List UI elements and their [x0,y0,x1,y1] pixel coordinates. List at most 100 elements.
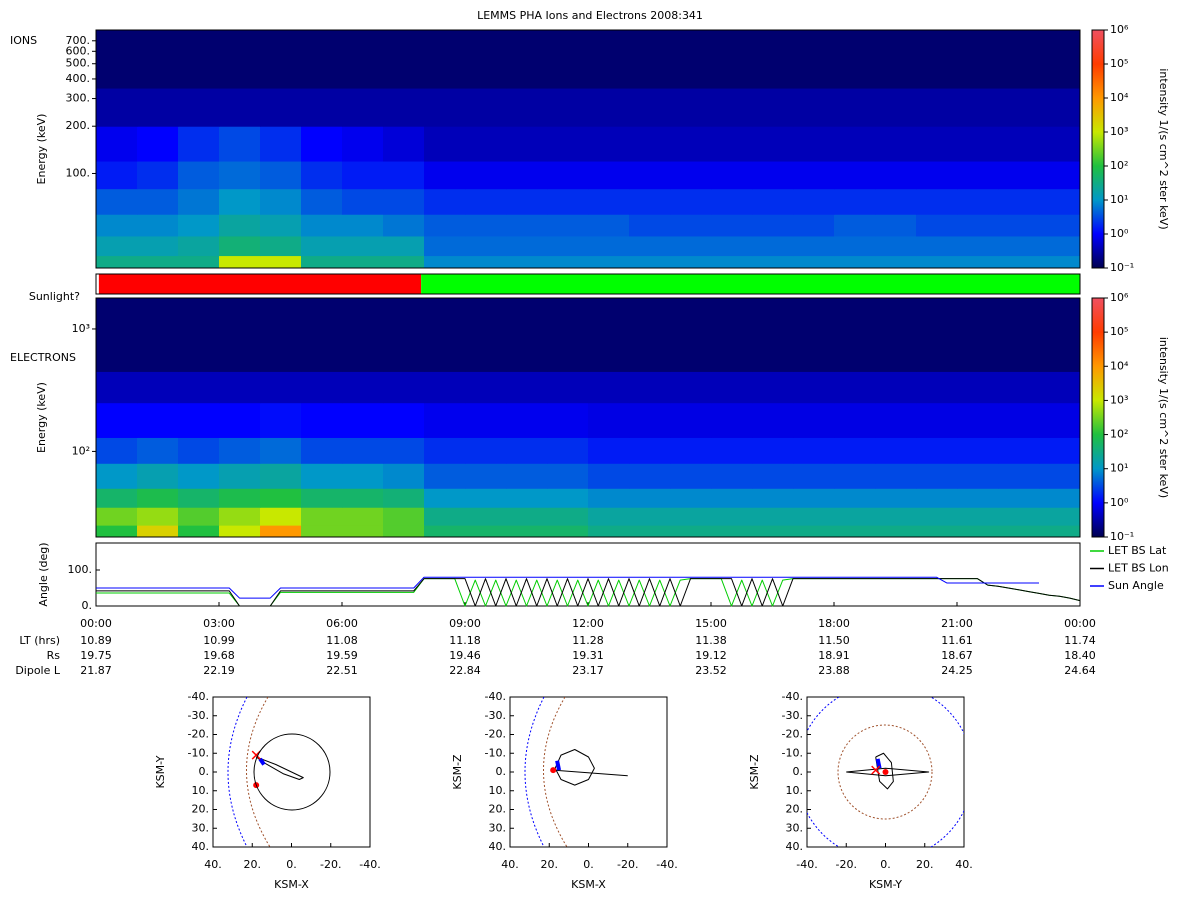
y-tick-label: 10. [786,784,804,797]
cell [916,488,958,508]
cell [260,371,302,404]
cell [957,126,999,162]
cell [752,235,794,257]
x-tick-label: 0. [583,858,594,871]
cell [998,161,1040,190]
cell [342,126,384,162]
cell [465,235,507,257]
cell [875,188,917,215]
cell [178,235,220,257]
x-tick-label: 18:00 [818,617,850,630]
cell [875,488,917,508]
cell [670,402,712,438]
cell [588,437,630,464]
cell [711,507,753,526]
cell [1039,298,1081,372]
y-tick-label: 400. [66,72,91,85]
y-tick-label: 30. [192,821,210,834]
cell [260,188,302,215]
cell [96,298,138,372]
cell [96,88,138,127]
cell [711,298,753,372]
cell [465,214,507,237]
cell [465,161,507,190]
cell [834,214,876,237]
cell [752,255,794,269]
y-tick-label: -20. [485,728,506,741]
cell [178,488,220,508]
cell [342,525,384,538]
cell [752,437,794,464]
cell [957,488,999,508]
cell [998,437,1040,464]
cell [383,126,425,162]
cell [875,214,917,237]
cell [301,371,343,404]
cell [1039,188,1081,215]
cell [588,298,630,372]
cell [711,235,753,257]
x-tick-label: 15:00 [695,617,727,630]
cell [957,235,999,257]
cell [793,437,835,464]
cell [219,298,261,372]
colorbar-tick-label: 10¹ [1110,193,1128,206]
cell [793,402,835,438]
titan-orbit [253,733,331,811]
cell [424,161,466,190]
cell [834,298,876,372]
cell [629,488,671,508]
cell [916,525,958,538]
cell [793,255,835,269]
cell [178,371,220,404]
cell [383,188,425,215]
cell [752,371,794,404]
cell [793,525,835,538]
cell [875,235,917,257]
cell [629,126,671,162]
cell [875,371,917,404]
cell [1039,161,1081,190]
cell [711,525,753,538]
cell [998,255,1040,269]
cell [752,507,794,526]
cell [506,298,548,372]
cell [998,188,1040,215]
cell [547,161,589,190]
ephemeris-value: 19.68 [203,649,235,662]
cell [506,507,548,526]
cell [834,88,876,127]
cell [793,88,835,127]
cell [424,507,466,526]
legend-label: LET BS Lon [1108,562,1169,575]
ephemeris-value: 24.64 [1064,664,1096,677]
y-tick-label: 30. [489,821,507,834]
cell [342,30,384,89]
y-axis-title: KSM-Z [748,754,761,790]
cell [219,437,261,464]
series-line [96,576,1039,599]
cell [301,30,343,89]
cell [301,437,343,464]
cell [260,88,302,127]
cell [96,525,138,538]
cell [1039,402,1081,438]
y-tick-label: 0. [82,599,93,612]
series-line [553,769,628,777]
y-tick-label: 0. [199,765,210,778]
cell [96,161,138,190]
cell [301,298,343,372]
ephemeris-value: 19.12 [695,649,727,662]
ephemeris-value: 11.08 [326,634,358,647]
cell [424,488,466,508]
cell [383,507,425,526]
cell [137,30,179,89]
ephemeris-value: 10.99 [203,634,235,647]
cell [670,161,712,190]
y-axis-title: Energy (keV) [35,114,48,185]
x-tick-label: -40. [359,858,380,871]
cell [383,402,425,438]
cell [506,371,548,404]
cell [752,402,794,438]
